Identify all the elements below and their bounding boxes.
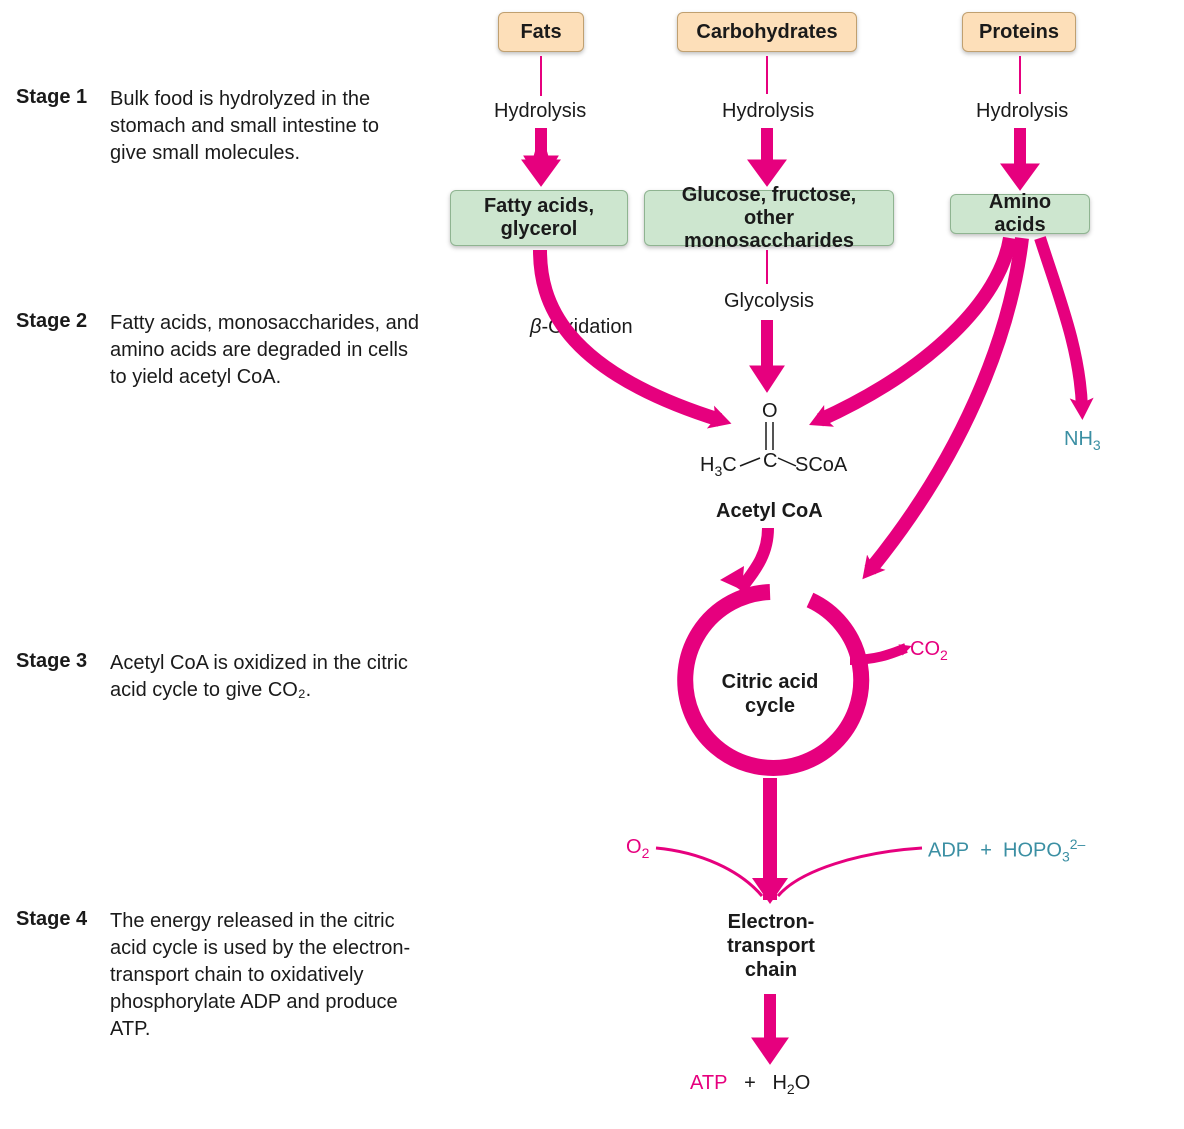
- acetyl-structure-o: O: [762, 400, 778, 423]
- citric-cycle-label: Citric acid cycle: [720, 670, 820, 718]
- label-beta-oxidation: β-Oxidation: [530, 316, 633, 339]
- etc-label: Electron-transportchain: [716, 910, 826, 982]
- stage4-desc: The energy released in the citric acid c…: [110, 908, 420, 1043]
- node-carbs: Carbohydrates: [677, 12, 857, 52]
- node-fatty-acids: Fatty acids, glycerol: [450, 190, 628, 246]
- adp-hopo-label: ADP + HOPO32–: [928, 836, 1085, 865]
- stage1-title: Stage 1: [16, 86, 87, 109]
- label-hydrolysis-2: Hydrolysis: [722, 100, 814, 123]
- stage1-desc: Bulk food is hydrolyzed in the stomach a…: [110, 86, 420, 167]
- stage2-title: Stage 2: [16, 310, 87, 333]
- o2-label: O2: [626, 836, 649, 861]
- atp-h2o-label: ATP + H2O: [690, 1072, 810, 1097]
- label-hydrolysis-3: Hydrolysis: [976, 100, 1068, 123]
- node-amino-acids: Amino acids: [950, 194, 1090, 234]
- acetyl-structure-h3c: H3C: [700, 454, 737, 479]
- acetyl-structure-c: C: [763, 450, 777, 473]
- acetyl-structure-scoa: SCoA: [795, 454, 847, 477]
- label-hydrolysis-1: Hydrolysis: [494, 100, 586, 123]
- nh3-label: NH3: [1064, 428, 1101, 453]
- acetyl-coa-label: Acetyl CoA: [716, 500, 823, 523]
- stage4-title: Stage 4: [16, 908, 87, 931]
- node-glucose: Glucose, fructose, other monosaccharides: [644, 190, 894, 246]
- label-glycolysis: Glycolysis: [724, 290, 814, 313]
- stage3-title: Stage 3: [16, 650, 87, 673]
- node-fats: Fats: [498, 12, 584, 52]
- node-proteins: Proteins: [962, 12, 1076, 52]
- stage3-desc: Acetyl CoA is oxidized in the citric aci…: [110, 650, 420, 704]
- stage2-desc: Fatty acids, monosaccharides, and amino …: [110, 310, 420, 391]
- co2-label: CO2: [910, 638, 948, 663]
